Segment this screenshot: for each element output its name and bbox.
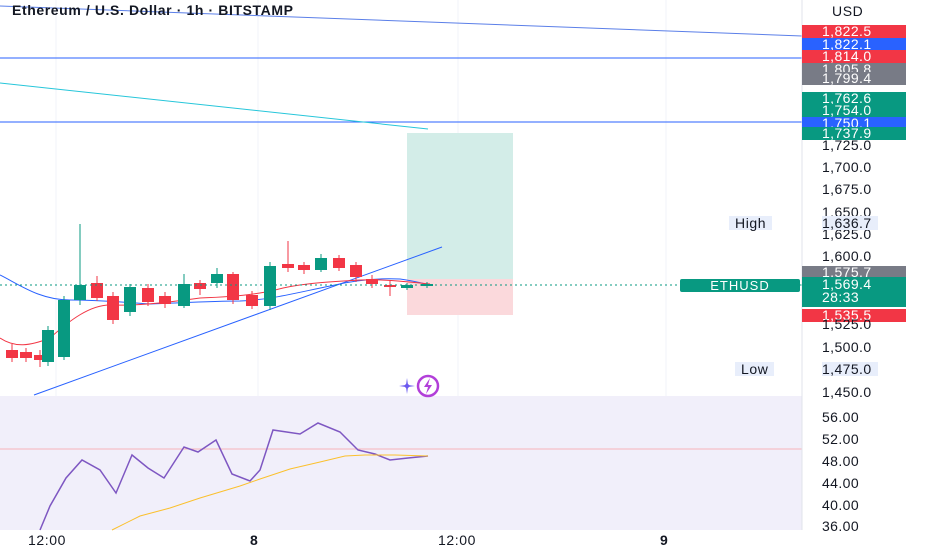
candle-body (282, 264, 294, 268)
horizontal-levels[interactable] (0, 57, 802, 123)
high-value: 1,636.7 (822, 216, 878, 230)
candle-body (350, 265, 362, 277)
price-tag-0: 1,822.5 (802, 24, 906, 38)
price-axis-label: 1,525.0 (822, 316, 872, 332)
time-label-1: 12:00 (28, 532, 67, 548)
candle-body (6, 350, 18, 358)
high-label: High (729, 216, 773, 230)
candle-body (333, 258, 345, 268)
rsi-axis-label: 36.00 (822, 518, 860, 534)
rsi-axis-label: 48.00 (822, 453, 860, 469)
rising-trendline[interactable] (33, 246, 443, 396)
candle-body (42, 330, 54, 362)
candle-body (366, 279, 378, 284)
candle-body (194, 283, 206, 289)
falling-trendline-teal[interactable] (0, 82, 429, 130)
price-tag-7: 1,750.1 (802, 116, 906, 130)
last-price-tag: 1,569.4 28:33 (802, 277, 906, 307)
rsi-ma-line (111, 454, 429, 531)
rsi-axis-label: 52.00 (822, 431, 860, 447)
rsi-line (39, 422, 429, 531)
rsi-axis-label: 56.00 (822, 409, 860, 425)
candle-body (401, 285, 413, 288)
candle-body (124, 287, 136, 312)
target-zone[interactable] (407, 133, 513, 279)
rsi-axis-label: 44.00 (822, 475, 860, 491)
rsi-pane-background (0, 396, 802, 530)
candle-body (74, 285, 86, 300)
candle-body (298, 265, 310, 270)
candle-body (34, 355, 46, 360)
candle-body (264, 266, 276, 306)
price-tag-8: 1,737.9 (802, 126, 906, 140)
bar-countdown: 28:33 (822, 289, 860, 305)
candle-body (384, 285, 396, 287)
price-axis-label: 1,650.0 (822, 204, 872, 220)
candle-body (142, 288, 154, 302)
price-axis-label: 1,600.0 (822, 248, 872, 264)
price-axis-label: 1,500.0 (822, 339, 872, 355)
time-label-2: 12:00 (438, 532, 477, 548)
candle-body (246, 295, 258, 306)
price-tag-6: 1,754.0 (802, 103, 906, 117)
falling-trendline-upper[interactable] (0, 5, 803, 37)
candle-body (58, 300, 70, 357)
lightning-bolt-icon[interactable] (398, 374, 446, 398)
ma-blue (0, 274, 431, 305)
price-tag-5: 1,762.6 (802, 91, 906, 105)
candle-body (107, 296, 119, 320)
candle-body (227, 274, 239, 300)
rsi-axis-label: 40.00 (822, 497, 860, 513)
price-tag-1: 1,822.1 (802, 37, 906, 51)
price-axis-label: 1,625.0 (822, 226, 872, 242)
time-label-day-8: 8 (250, 532, 259, 548)
time-label-day-9: 9 (660, 532, 669, 548)
price-axis-label: 1,700.0 (822, 159, 872, 175)
candle-body (315, 258, 327, 270)
symbol-tag[interactable]: ETHUSD (680, 279, 800, 292)
price-tag-10: 1,535.5 (802, 308, 906, 322)
price-tag-2: 1,814.0 (802, 49, 906, 63)
candlestick-series (6, 224, 433, 367)
low-value: 1,475.0 (822, 362, 878, 376)
price-tag-9: 1,575.7 (802, 265, 906, 279)
candle-body (159, 296, 171, 304)
candle-body (178, 284, 190, 306)
low-label: Low (735, 362, 775, 376)
candle-body (20, 352, 32, 358)
chart-title: Ethereum / U.S. Dollar · 1h · BITSTAMP (12, 2, 294, 18)
candle-body (91, 283, 103, 298)
last-price-value: 1,569.4 (822, 276, 872, 292)
price-axis-label: 1,725.0 (822, 137, 872, 153)
candle-body (211, 274, 223, 283)
price-axis-label: 1,450.0 (822, 384, 872, 400)
price-tag-4: 1,799.4 (802, 71, 906, 85)
currency-label[interactable]: USD (832, 3, 864, 19)
price-axis-label: 1,675.0 (822, 181, 872, 197)
